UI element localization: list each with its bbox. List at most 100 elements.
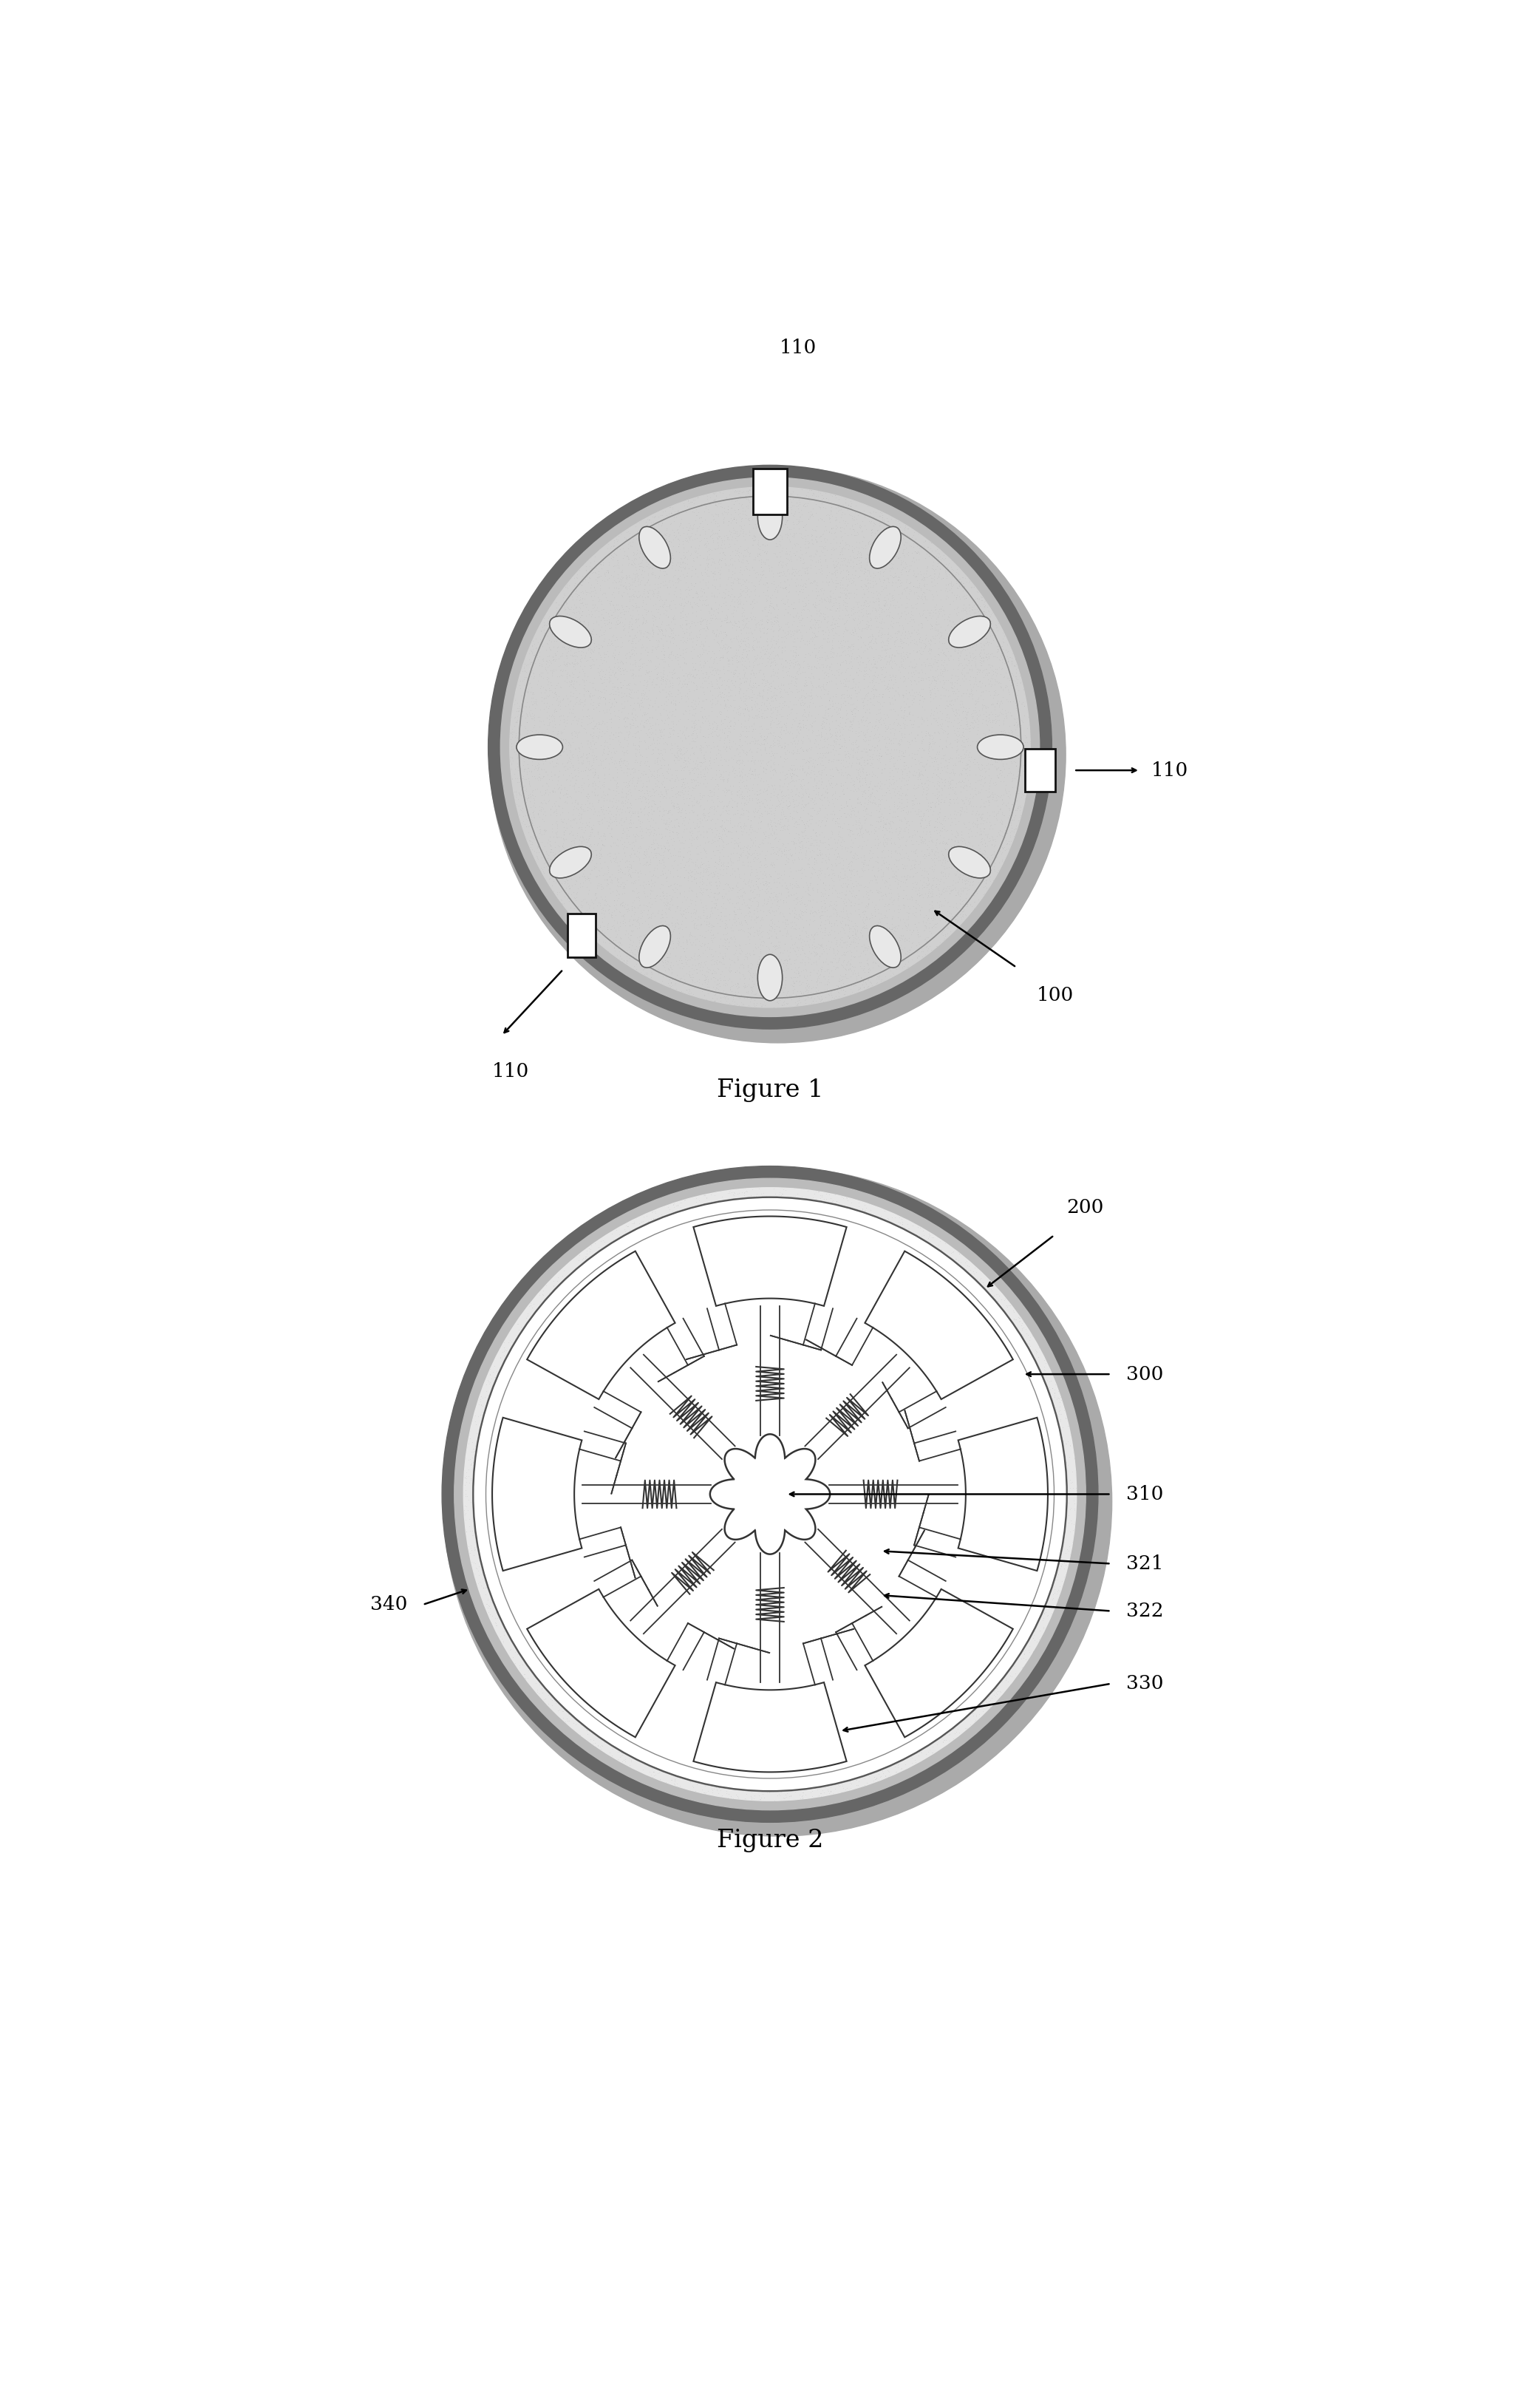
Point	[735, 774, 759, 812]
Point	[658, 750, 682, 788]
Point	[953, 788, 978, 827]
Point	[550, 714, 574, 752]
Point	[530, 731, 554, 769]
Point	[827, 1281, 852, 1319]
Point	[659, 819, 684, 858]
Point	[541, 637, 565, 675]
Point	[845, 793, 870, 831]
Point	[707, 1343, 732, 1382]
Point	[585, 1276, 610, 1314]
Point	[946, 1240, 970, 1278]
Point	[721, 658, 745, 697]
Point	[668, 1543, 693, 1581]
Point	[785, 644, 810, 682]
Point	[989, 1387, 1013, 1425]
Point	[781, 1665, 805, 1704]
Point	[465, 1478, 490, 1516]
Point	[528, 1502, 553, 1540]
Point	[561, 1432, 585, 1471]
Point	[810, 1511, 835, 1550]
Point	[745, 1610, 770, 1648]
Point	[459, 1528, 484, 1567]
Point	[644, 908, 668, 947]
Point	[809, 1204, 833, 1242]
Point	[742, 570, 767, 608]
Point	[947, 666, 972, 704]
Point	[876, 663, 901, 702]
Point	[909, 1278, 933, 1317]
Point	[547, 863, 571, 901]
Point	[611, 557, 636, 596]
Point	[1004, 1600, 1029, 1639]
Point	[631, 831, 656, 870]
Point	[887, 1413, 912, 1451]
Point	[742, 831, 767, 870]
Point	[855, 1406, 879, 1444]
Point	[904, 834, 929, 872]
Point	[688, 1588, 713, 1627]
Point	[939, 834, 964, 872]
Point	[687, 1644, 711, 1682]
Point	[675, 1697, 699, 1735]
Point	[736, 1507, 761, 1545]
Point	[1043, 1543, 1067, 1581]
Point	[622, 731, 647, 769]
Point	[727, 483, 752, 521]
Point	[541, 1278, 565, 1317]
Point	[537, 860, 562, 899]
Point	[610, 1413, 634, 1451]
Point	[784, 711, 809, 750]
Point	[654, 699, 679, 738]
Point	[625, 1394, 650, 1432]
Point	[727, 690, 752, 728]
Point	[810, 651, 835, 690]
Point	[933, 1660, 958, 1699]
Point	[970, 839, 995, 877]
Point	[872, 827, 896, 865]
Point	[910, 776, 935, 815]
Point	[670, 1624, 695, 1663]
Point	[724, 1216, 748, 1254]
Point	[805, 661, 830, 699]
Point	[708, 519, 733, 557]
Point	[865, 711, 890, 750]
Point	[802, 1377, 827, 1415]
Point	[497, 1617, 522, 1656]
Point	[981, 764, 1006, 803]
Point	[812, 1519, 836, 1557]
Point	[668, 1524, 693, 1562]
Point	[533, 783, 557, 822]
Point	[987, 791, 1012, 829]
Point	[724, 493, 748, 531]
Point	[733, 1209, 758, 1247]
Point	[855, 586, 879, 625]
Point	[707, 841, 732, 879]
Point	[753, 731, 778, 769]
Point	[815, 637, 839, 675]
Point	[524, 1574, 548, 1612]
Point	[799, 471, 824, 509]
Point	[896, 615, 921, 654]
Point	[556, 1276, 581, 1314]
Point	[711, 1687, 736, 1725]
Point	[893, 548, 918, 586]
Point	[807, 959, 832, 997]
Point	[932, 1550, 956, 1588]
Point	[610, 553, 634, 591]
Point	[678, 1298, 702, 1336]
Point	[536, 1495, 561, 1533]
Point	[955, 654, 979, 692]
Point	[822, 1370, 847, 1408]
Point	[675, 1420, 699, 1459]
Point	[656, 867, 681, 906]
Point	[631, 1624, 656, 1663]
Point	[736, 1675, 761, 1713]
Point	[881, 1271, 906, 1310]
Point	[975, 1399, 999, 1437]
Point	[508, 1591, 533, 1629]
Point	[807, 526, 832, 565]
Point	[587, 685, 611, 723]
Point	[556, 1531, 581, 1569]
Point	[624, 507, 648, 545]
Point	[747, 1384, 772, 1423]
